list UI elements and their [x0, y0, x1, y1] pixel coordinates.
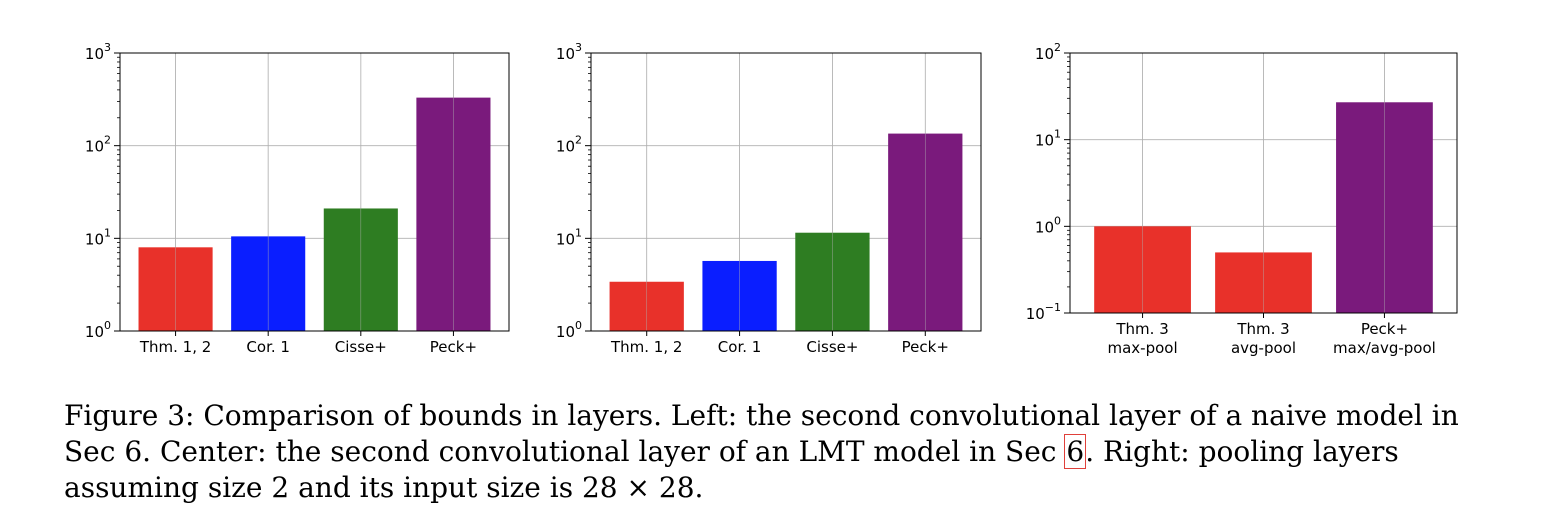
left-chart-panel: 100 101 102 103 Thm. 1, 2 Cor. 1 Cisse+ Peck+	[85, 41, 510, 356]
center-chart-ytick-label: 102	[556, 134, 582, 156]
right-chart-ytick-label: 10−1	[1026, 301, 1061, 323]
center-chart-ytick-label: 101	[556, 226, 582, 248]
right-chart-xtick-label: Thm. 3	[1115, 320, 1168, 338]
caption-text-after: . Right: pooling layers assuming size 2 …	[64, 435, 1399, 504]
right-chart-xtick-label: max-pool	[1107, 339, 1177, 357]
figure-caption: Figure 3: Comparison of bounds in layers…	[64, 398, 1484, 506]
center-chart-xtick-label: Peck+	[902, 338, 949, 356]
caption-section-ref-link[interactable]: 6	[1064, 434, 1087, 469]
left-chart-ytick-label: 101	[85, 226, 111, 248]
center-chart-ytick-label: 100	[556, 319, 582, 341]
right-chart-xtick-label: max/avg-pool	[1333, 339, 1436, 357]
right-chart-ytick-label: 101	[1035, 128, 1061, 150]
right-chart-xtick-label: avg-pool	[1231, 339, 1296, 357]
center-chart-xtick-label: Cisse+	[806, 338, 858, 356]
right-chart-ytick-label: 100	[1035, 214, 1061, 236]
left-chart-xtick-label: Cisse+	[335, 338, 387, 356]
left-chart-ytick-label: 100	[85, 319, 111, 341]
left-chart-xtick-label: Peck+	[430, 338, 477, 356]
left-chart-ytick-label: 102	[85, 134, 111, 156]
center-chart-axes-frame	[590, 52, 982, 332]
center-chart-ytick-label: 103	[556, 41, 582, 63]
left-chart-axes-frame	[119, 52, 510, 332]
left-chart-xtick-label: Cor. 1	[246, 338, 290, 356]
right-chart-ytick-label: 102	[1035, 41, 1061, 63]
center-chart-panel: 100 101 102 103 Thm. 1, 2 Cor. 1 Cisse+ Peck+	[556, 41, 982, 356]
left-chart-ytick-label: 103	[85, 41, 111, 63]
caption-text-before: Figure 3: Comparison of bounds in layers…	[64, 399, 1459, 468]
right-chart-xtick-label: Thm. 3	[1236, 320, 1289, 338]
center-chart-xtick-label: Cor. 1	[718, 338, 762, 356]
center-chart-xtick-label: Thm. 1, 2	[610, 338, 682, 356]
right-chart-xtick-label: Peck+	[1361, 320, 1408, 338]
left-chart-xtick-label: Thm. 1, 2	[139, 338, 211, 356]
